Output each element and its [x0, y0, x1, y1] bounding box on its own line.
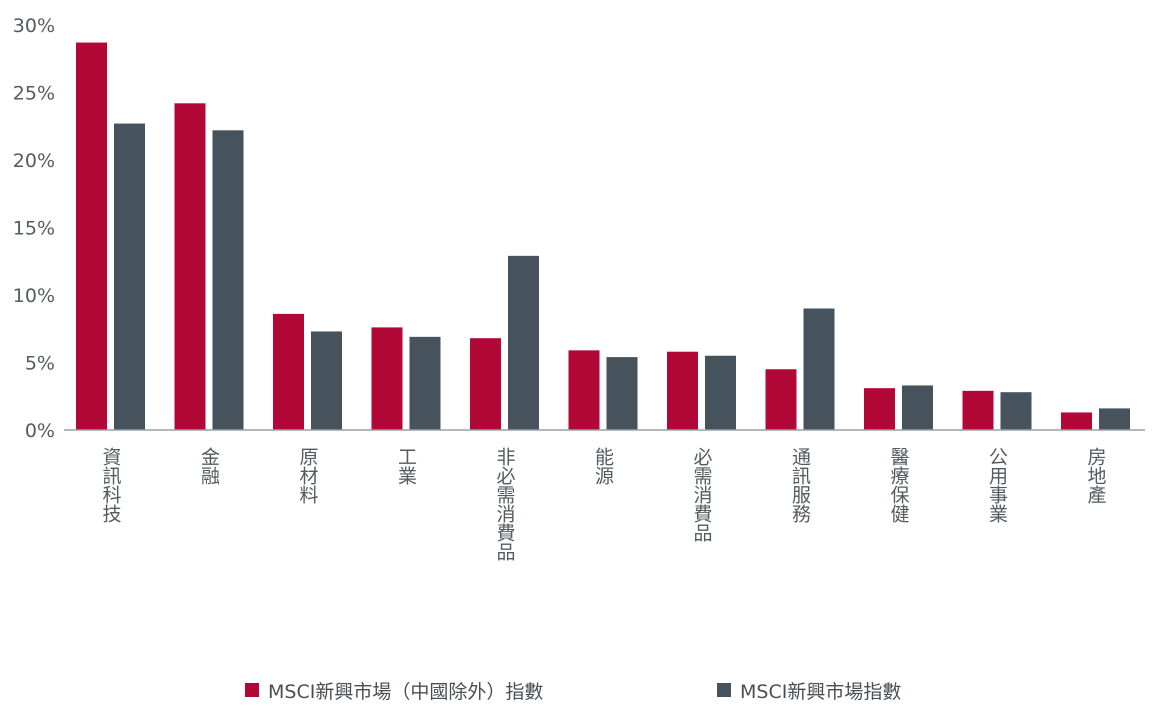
- bar-series-1: [962, 390, 994, 430]
- x-tick-label: 房地產: [1085, 447, 1107, 504]
- bar-series-2: [212, 130, 244, 431]
- bar-series-1: [568, 350, 600, 430]
- bar-series-2: [114, 123, 145, 431]
- x-axis-labels: 資訊科技 金融 原材料 工業 非必需消費品 能源 必需消費品 通訊服務 醫療保健 公用事業 房地產: [100, 447, 1107, 561]
- bar-series-2: [508, 255, 539, 430]
- bar-series-1: [371, 327, 403, 430]
- x-tick-label: 必需消費品: [691, 447, 713, 542]
- legend-item-series-1: MSCI新興市場（中國除外）指數: [245, 678, 544, 703]
- y-tick-label: 0%: [25, 420, 55, 442]
- x-tick-label: 能源: [592, 447, 614, 486]
- y-tick-label: 15%: [13, 218, 55, 240]
- y-tick-label: 25%: [13, 83, 55, 105]
- bar-series-1: [1061, 412, 1092, 430]
- x-tick-label: 非必需消費品: [494, 447, 516, 561]
- bar-series-2: [311, 331, 342, 430]
- y-tick-label: 10%: [13, 285, 55, 307]
- bar-series-2: [803, 308, 835, 430]
- x-tick-label: 工業: [395, 447, 417, 485]
- bar-series-1: [765, 369, 797, 430]
- legend-label: MSCI新興市場（中國除外）指數: [268, 680, 544, 703]
- bar-chart: 0% 5% 10% 15% 20% 25% 30% 資訊科技 金融 原材料 工業 非必需消費品 能源 必…: [13, 15, 1145, 561]
- bar-series-2: [1000, 392, 1032, 430]
- bar-series-1: [667, 351, 698, 430]
- bar-series-2: [606, 357, 638, 430]
- legend-item-series-2: MSCI新興市場指數: [717, 678, 902, 703]
- bar-series-2: [705, 355, 736, 430]
- legend-label: MSCI新興市場指數: [740, 680, 902, 703]
- x-tick-label: 資訊科技: [100, 447, 122, 523]
- bar-series-2: [1099, 408, 1130, 430]
- bar-series-1: [470, 338, 501, 430]
- bar-series-1: [174, 103, 206, 431]
- bars: [76, 42, 1130, 431]
- bar-series-2: [409, 336, 441, 430]
- y-tick-label: 20%: [13, 150, 55, 172]
- bar-series-2: [902, 385, 933, 430]
- y-axis: 0% 5% 10% 15% 20% 25% 30%: [13, 15, 55, 442]
- legend-swatch: [245, 683, 259, 697]
- x-tick-label: 金融: [198, 447, 220, 485]
- x-tick-label: 醫療保健: [888, 447, 910, 523]
- legend-swatch: [717, 683, 731, 697]
- bar-series-1: [864, 388, 895, 430]
- x-tick-label: 公用事業: [986, 447, 1008, 523]
- x-tick-label: 通訊服務: [789, 447, 811, 524]
- bar-series-1: [273, 313, 304, 430]
- y-tick-label: 30%: [13, 15, 55, 37]
- bar-series-1: [76, 42, 107, 431]
- y-tick-label: 5%: [25, 353, 55, 375]
- x-tick-label: 原材料: [297, 447, 319, 504]
